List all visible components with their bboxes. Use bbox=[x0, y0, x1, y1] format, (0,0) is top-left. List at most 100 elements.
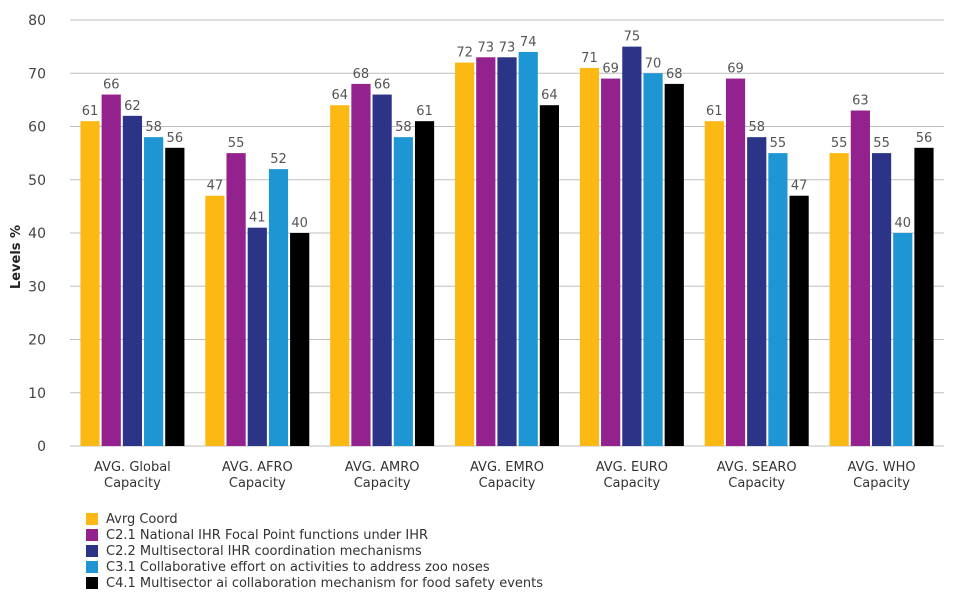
bar bbox=[539, 105, 559, 446]
x-tick-label: AVG. AFRO bbox=[222, 460, 293, 475]
data-label: 66 bbox=[374, 78, 391, 93]
legend-label: C4.1 Multisector ai collaboration mechan… bbox=[106, 575, 544, 591]
bar bbox=[268, 169, 289, 446]
data-label: 73 bbox=[499, 40, 516, 55]
data-label: 58 bbox=[748, 120, 765, 135]
data-label: 55 bbox=[228, 136, 245, 151]
x-tick-label: AVG. EURO bbox=[596, 460, 668, 475]
y-tick-label: 80 bbox=[28, 13, 46, 29]
x-tick-label: AVG. SEARO bbox=[717, 460, 797, 475]
legend-label: C2.1 National IHR Focal Point functions … bbox=[106, 527, 429, 543]
bar bbox=[101, 94, 121, 447]
legend-item: C3.1 Collaborative effort on activities … bbox=[86, 559, 543, 575]
data-label: 62 bbox=[124, 99, 141, 114]
y-tick-label: 40 bbox=[28, 226, 46, 242]
data-label: 70 bbox=[645, 56, 662, 71]
y-tick-label: 50 bbox=[28, 173, 46, 189]
bar bbox=[518, 51, 538, 446]
legend-label: C3.1 Collaborative effort on activities … bbox=[106, 559, 490, 575]
bar bbox=[144, 137, 164, 446]
x-tick-label: Capacity bbox=[603, 476, 660, 491]
data-label: 40 bbox=[894, 216, 911, 231]
data-label: 61 bbox=[82, 104, 99, 119]
bar bbox=[829, 153, 849, 446]
y-tick-label: 20 bbox=[28, 333, 46, 349]
bar bbox=[80, 121, 100, 447]
bar bbox=[914, 147, 934, 447]
bar bbox=[351, 83, 371, 447]
data-label: 63 bbox=[852, 94, 869, 109]
bars bbox=[80, 46, 934, 447]
data-label: 47 bbox=[791, 179, 808, 194]
legend-label: C2.2 Multisectoral IHR coordination mech… bbox=[106, 543, 422, 559]
x-tick-label: AVG. Global bbox=[94, 460, 171, 475]
data-label: 58 bbox=[395, 120, 412, 135]
x-tick-label: AVG. EMRO bbox=[470, 460, 544, 475]
bar bbox=[789, 195, 809, 446]
legend-item: C2.2 Multisectoral IHR coordination mech… bbox=[86, 543, 543, 559]
bar bbox=[393, 137, 413, 446]
bar bbox=[455, 62, 475, 446]
bar bbox=[768, 153, 788, 446]
data-label: 56 bbox=[916, 131, 933, 146]
data-label: 55 bbox=[831, 136, 848, 151]
x-tick-label: Capacity bbox=[853, 476, 910, 491]
bar bbox=[704, 121, 724, 447]
legend: Avrg Coord C2.1 National IHR Focal Point … bbox=[86, 511, 543, 591]
legend-swatch bbox=[86, 529, 98, 541]
x-tick-label: Capacity bbox=[479, 476, 536, 491]
bar bbox=[622, 46, 642, 446]
data-label: 71 bbox=[581, 51, 598, 66]
data-label: 61 bbox=[416, 104, 433, 119]
data-label: 41 bbox=[249, 211, 266, 226]
bar bbox=[497, 57, 517, 447]
legend-swatch bbox=[86, 577, 98, 589]
bar bbox=[850, 110, 870, 447]
data-label: 55 bbox=[770, 136, 787, 151]
data-labels: 61 66 62 58 56 47 55 41 52 40 64 68 66 58 61 72 73 73 74 64… bbox=[82, 30, 932, 231]
data-label: 73 bbox=[478, 40, 495, 55]
bar-chart: 0 10 20 30 40 50 60 70 80 Levels % 61 66 62 58 56 47 5… bbox=[9, 13, 944, 491]
bar bbox=[893, 233, 913, 446]
x-tick-label: AVG. AMRO bbox=[345, 460, 420, 475]
bar bbox=[247, 227, 267, 446]
bar bbox=[747, 137, 767, 446]
legend-item: C4.1 Multisector ai collaboration mechan… bbox=[86, 575, 543, 591]
legend-swatch bbox=[86, 513, 98, 525]
data-label: 47 bbox=[207, 179, 224, 194]
data-label: 68 bbox=[353, 67, 370, 82]
bar bbox=[330, 105, 350, 446]
bar bbox=[871, 153, 892, 446]
x-tick-label: Capacity bbox=[229, 476, 286, 491]
data-label: 74 bbox=[520, 35, 537, 50]
y-axis-ticks: 0 10 20 30 40 50 60 70 80 bbox=[28, 13, 46, 455]
data-label: 55 bbox=[873, 136, 890, 151]
legend-label: Avrg Coord bbox=[106, 511, 178, 527]
legend-swatch bbox=[86, 545, 98, 557]
data-label: 69 bbox=[602, 62, 619, 77]
x-tick-label: Capacity bbox=[104, 476, 161, 491]
y-tick-label: 30 bbox=[28, 279, 46, 295]
legend-item: C2.1 National IHR Focal Point functions … bbox=[86, 527, 543, 543]
x-tick-label: AVG. WHO bbox=[847, 460, 915, 475]
bar bbox=[122, 115, 143, 446]
legend-swatch bbox=[86, 561, 98, 573]
bar bbox=[290, 233, 310, 446]
bar bbox=[165, 147, 185, 447]
y-tick-label: 70 bbox=[28, 66, 46, 82]
bar bbox=[372, 94, 392, 447]
bar bbox=[205, 195, 225, 446]
bar bbox=[601, 78, 621, 446]
y-tick-label: 60 bbox=[28, 120, 46, 136]
bar bbox=[643, 73, 663, 446]
data-label: 72 bbox=[456, 46, 473, 61]
x-tick-label: Capacity bbox=[354, 476, 411, 491]
data-label: 52 bbox=[270, 152, 287, 167]
data-label: 66 bbox=[103, 78, 120, 93]
bar bbox=[226, 153, 246, 446]
data-label: 69 bbox=[727, 62, 744, 77]
data-label: 58 bbox=[145, 120, 162, 135]
data-label: 64 bbox=[541, 88, 558, 103]
data-label: 64 bbox=[331, 88, 348, 103]
